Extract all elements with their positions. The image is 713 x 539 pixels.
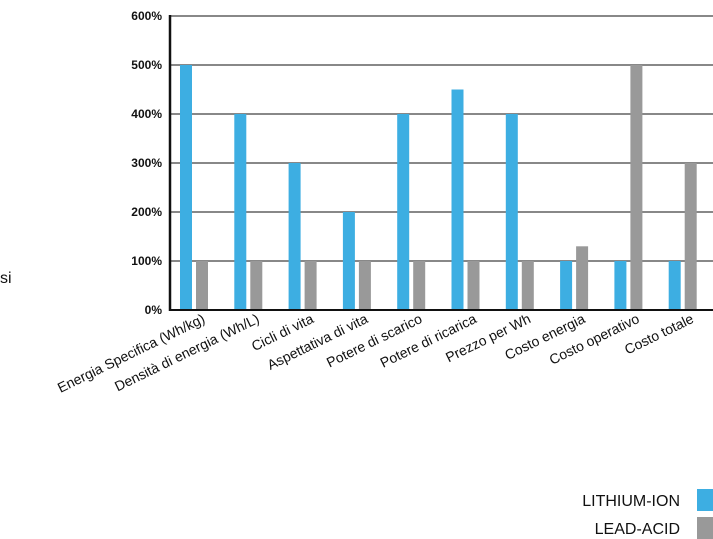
bar-lead-acid	[358, 261, 371, 310]
bar-lead-acid	[413, 261, 426, 310]
bar-lead-acid	[521, 261, 534, 310]
y-tick-label: 600%	[131, 9, 162, 23]
bar-lithium-ion	[668, 261, 681, 310]
bar-lithium-ion	[505, 114, 518, 310]
bar-lithium-ion	[451, 89, 464, 310]
y-tick-label: 200%	[131, 205, 162, 219]
legend-swatch	[697, 517, 713, 539]
bar-lithium-ion	[288, 163, 301, 310]
axes	[168, 15, 713, 311]
bar-lithium-ion	[342, 212, 355, 310]
y-tick-label: 500%	[131, 58, 162, 72]
legend-swatch	[697, 489, 713, 511]
legend-label: LITHIUM-ION	[582, 493, 680, 510]
bar-lithium-ion	[397, 114, 410, 310]
x-axis-labels: Energia Specifica (Wh/kg)Densità di ener…	[55, 310, 696, 395]
y-tick-label: 300%	[131, 156, 162, 170]
side-text: si	[0, 270, 12, 287]
legend-label: LEAD-ACID	[595, 521, 680, 538]
bar-lithium-ion	[180, 65, 192, 310]
bar-lithium-ion	[234, 114, 247, 310]
bar-lithium-ion	[614, 261, 627, 310]
y-tick-label: 0%	[145, 303, 163, 317]
bar-lead-acid	[467, 261, 480, 310]
bar-lead-acid	[250, 261, 263, 310]
y-tick-label: 100%	[131, 254, 162, 268]
bars	[180, 65, 697, 310]
bar-lead-acid	[196, 261, 208, 310]
y-tick-label: 400%	[131, 107, 162, 121]
bar-lead-acid	[304, 261, 317, 310]
bar-lead-acid	[576, 246, 589, 310]
y-axis-ticks: 0% 100% 200% 300% 400% 500% 600%	[131, 9, 162, 317]
bar-lead-acid	[684, 163, 697, 310]
bar-lead-acid	[630, 65, 643, 310]
legend: LITHIUM-ION LEAD-ACID	[582, 489, 713, 539]
bar-lithium-ion	[560, 261, 573, 310]
